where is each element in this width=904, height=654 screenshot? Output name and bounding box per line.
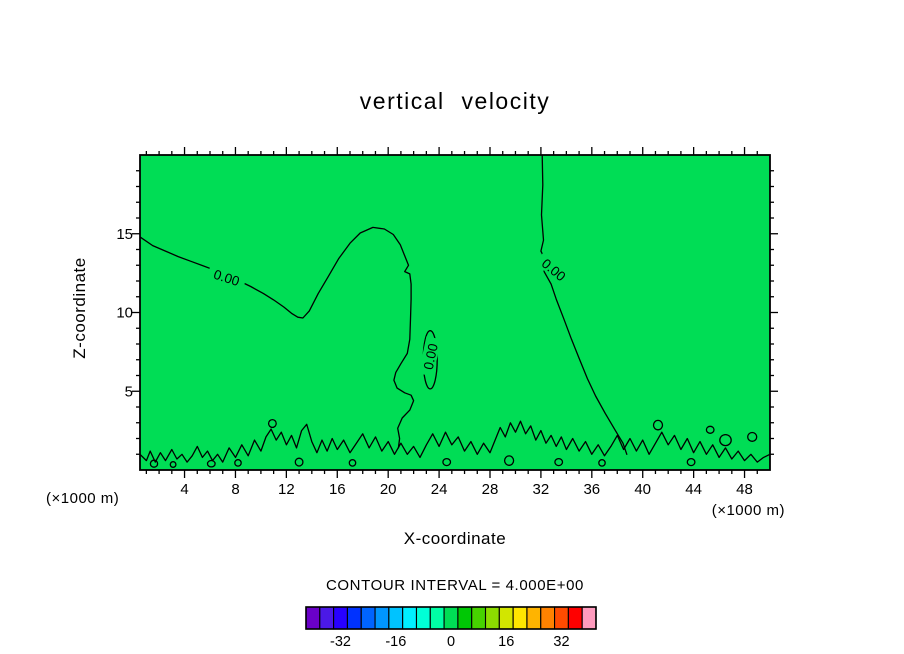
colorbar-cell (540, 606, 556, 630)
colorbar-cell (457, 606, 473, 630)
x-tick-label: 4 (180, 481, 188, 498)
x-tick-label: 24 (431, 481, 448, 498)
x-tick-label: 32 (533, 481, 550, 498)
contour-label-mask (418, 336, 442, 377)
colorbar-cell (567, 606, 583, 630)
x-tick-label: 8 (231, 481, 239, 498)
x-tick-label: 16 (329, 481, 346, 498)
colorbar-cell (526, 606, 542, 630)
contour-closed-loop (705, 425, 715, 434)
colorbar-cell (512, 606, 528, 630)
x-tick-label: 44 (685, 481, 702, 498)
colorbar-cell (374, 606, 390, 630)
contour-closed-loop (442, 457, 452, 467)
colorbar-tick-label: -32 (330, 634, 351, 650)
x-tick-label: 12 (278, 481, 295, 498)
colorbar-cell (360, 606, 376, 630)
x-axis-label: X-coordinate (403, 529, 507, 548)
colorbar-cell (498, 606, 514, 630)
x-axis-unit-right: (×1000 m) (711, 502, 785, 519)
colorbar-cell (333, 606, 348, 630)
x-tick-label: 48 (736, 481, 753, 498)
contour-closed-loop (149, 459, 159, 468)
colorbar-cell (415, 606, 431, 630)
contour-closed-loop (503, 455, 515, 466)
contour-line-zero-right (540, 155, 628, 455)
colorbar-cell (443, 606, 459, 630)
contour-closed-loop (234, 459, 242, 467)
colorbar-cell (484, 606, 500, 630)
contour-label-mask (206, 263, 248, 290)
contour-closed-loop (598, 459, 606, 467)
contour-closed-loop (206, 459, 216, 468)
y-tick-label: 15 (116, 226, 133, 243)
contour-fill (140, 155, 770, 470)
colorbar-cell (305, 606, 321, 630)
y-axis-label: Z-coordinate (70, 257, 89, 359)
colorbar-cell (471, 606, 487, 630)
colorbar-cell (429, 606, 445, 630)
y-tick-label: 5 (125, 383, 133, 400)
colorbar-cell (319, 606, 335, 630)
contour-closed-loop (747, 431, 758, 442)
plot-title: vertical velocity (359, 88, 551, 114)
contour-label-group: 0.00 (418, 336, 442, 377)
colorbar-cell (346, 606, 362, 630)
contour-closed-loop (294, 457, 304, 467)
contour-interval-note: CONTOUR INTERVAL = 4.000E+00 (325, 577, 584, 594)
colorbar-tick-label: 16 (498, 634, 514, 650)
x-tick-label: 36 (583, 481, 600, 498)
y-tick-label: 10 (116, 305, 133, 322)
contour-closed-loop (267, 418, 277, 429)
contour-line-zero-bottom (140, 420, 770, 463)
contour-closed-loop (686, 457, 696, 467)
colorbar-tick-label: -16 (385, 634, 406, 650)
contour-closed-loop (719, 433, 732, 447)
colorbar-cell (402, 606, 418, 630)
colorbar-frame (305, 606, 597, 630)
contour-closed-loop (169, 461, 177, 468)
colorbar-tick-label: 0 (447, 634, 455, 650)
x-axis-unit-left: (×1000 m) (46, 490, 120, 507)
colorbar-cell (581, 606, 597, 630)
contour-closed-loop (554, 457, 564, 467)
x-tick-label: 28 (482, 481, 499, 498)
contour-label-mask (534, 251, 574, 288)
contour-closed-loop (652, 419, 664, 431)
x-tick-label: 20 (380, 481, 397, 498)
contour-label-text: 0.00 (421, 342, 441, 371)
colorbar-cell (388, 606, 404, 630)
x-tick-label: 40 (634, 481, 651, 498)
colorbar-tick-label: 32 (553, 634, 569, 650)
colorbar-cell (554, 606, 569, 630)
contour-closed-loop (348, 459, 357, 467)
